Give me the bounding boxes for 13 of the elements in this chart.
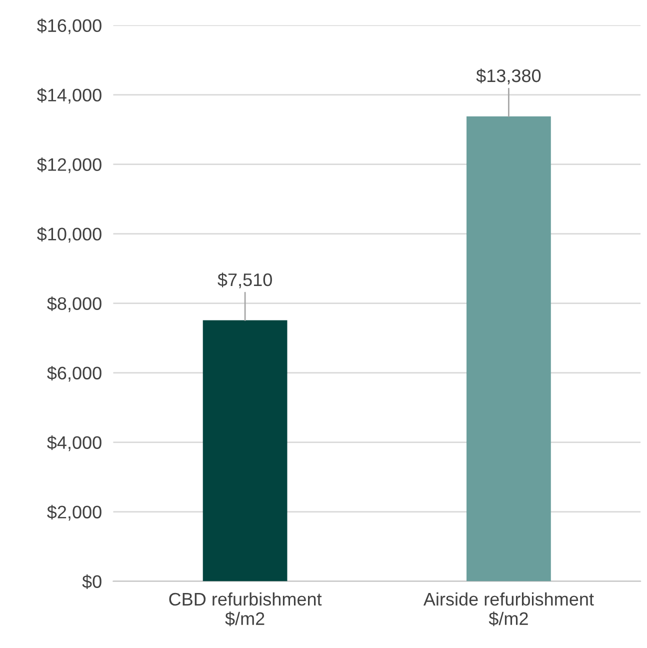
y-tick-label: $6,000	[47, 366, 102, 382]
y-tick-label: $0	[82, 574, 102, 590]
x-tick-label: Airside refurbishment $/m2	[423, 592, 594, 626]
data-label: $7,510	[218, 272, 272, 288]
y-tick-label: $12,000	[37, 157, 102, 174]
y-tick-label: $4,000	[47, 435, 102, 452]
y-tick-label: $2,000	[47, 504, 102, 521]
y-tick-label: $8,000	[47, 296, 102, 312]
data-label: $13,380	[476, 68, 541, 84]
x-tick-label: CBD refurbishment $/m2	[169, 592, 322, 626]
y-tick-label: $16,000	[37, 18, 102, 34]
y-tick-label: $14,000	[37, 88, 102, 104]
y-tick-label: $10,000	[37, 226, 102, 243]
